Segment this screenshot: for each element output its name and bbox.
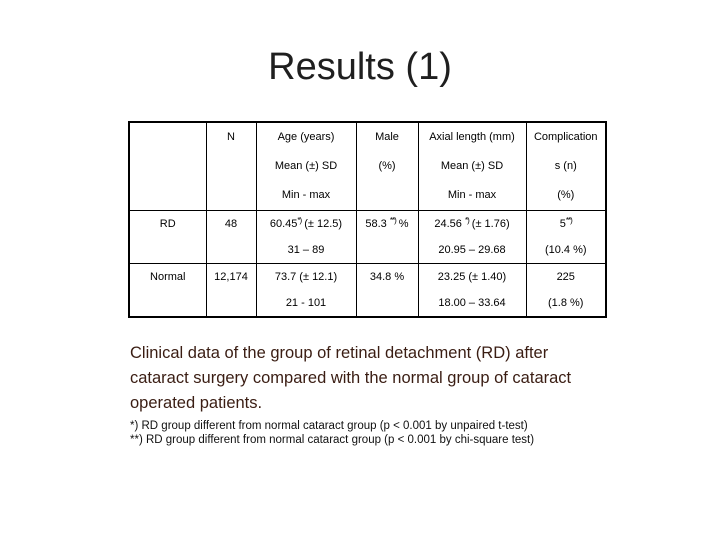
caption-line: operated patients. [130, 394, 263, 412]
row-label: RD [128, 210, 207, 264]
cell-complications: 225 (1.8 %) [525, 263, 607, 318]
significance-marker: **) [389, 216, 397, 225]
slide-title: Results (1) [268, 46, 452, 88]
significance-marker: *) [464, 216, 470, 225]
cell-male: 58.3 **) % [355, 210, 419, 264]
significance-marker: **) [565, 216, 573, 225]
cell-male: 34.8 % [355, 263, 419, 318]
cell-axial-length: 24.56 *) (± 1.76) 20.95 – 29.68 [417, 210, 527, 264]
footnotes: *) RD group different from normal catara… [130, 419, 600, 447]
header-cell-male: Male (%) [355, 121, 419, 211]
table-row: Normal 12,174 73.7 (± 12.1) 21 - 101 34.… [128, 263, 607, 318]
cell-complications: 5**) (10.4 %) [525, 210, 607, 264]
header-cell-age: Age (years) Mean (±) SD Min - max [255, 121, 357, 211]
results-table: N Age (years) Mean (±) SD Min - max Male… [128, 121, 607, 318]
cell-axial-length: 23.25 (± 1.40) 18.00 – 33.64 [417, 263, 527, 318]
cell-age: 60.45*) (± 12.5) 31 – 89 [255, 210, 357, 264]
caption: Clinical data of the group of retinal de… [130, 341, 600, 416]
header-cell-n: N [205, 121, 257, 211]
table-row: RD 48 60.45*) (± 12.5) 31 – 89 58.3 **) … [128, 210, 607, 264]
row-label: Normal [128, 263, 207, 318]
footnote: *) RD group different from normal catara… [130, 420, 528, 432]
significance-marker: *) [297, 216, 302, 225]
table-header-row: N Age (years) Mean (±) SD Min - max Male… [128, 121, 607, 211]
header-cell-axial-length: Axial length (mm) Mean (±) SD Min - max [417, 121, 527, 211]
footnote: **) RD group different from normal catar… [130, 434, 535, 446]
cell-n: 12,174 [205, 263, 257, 318]
header-cell-complications: Complication s (n) (%) [525, 121, 607, 211]
cell-n: 48 [205, 210, 257, 264]
caption-line: cataract surgery compared with the norma… [130, 369, 572, 387]
header-cell-blank [128, 121, 207, 211]
caption-line: Clinical data of the group of retinal de… [130, 344, 549, 362]
cell-age: 73.7 (± 12.1) 21 - 101 [255, 263, 357, 318]
